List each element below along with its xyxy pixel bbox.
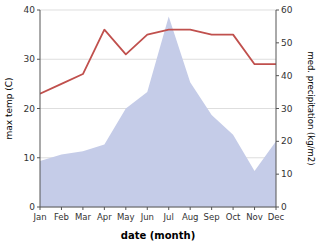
x-axis-line xyxy=(40,207,276,208)
y-tick-label: 40 xyxy=(24,5,36,15)
x-tick xyxy=(125,207,126,210)
x-tick-label: Dec xyxy=(268,212,285,222)
x-tick xyxy=(104,207,105,210)
grid-line xyxy=(40,207,276,208)
y-tick xyxy=(37,157,40,158)
x-tick xyxy=(40,207,41,210)
y-tick-label: 0 xyxy=(29,202,35,212)
y2-tick-label: 60 xyxy=(281,5,293,15)
x-tick-label: Jul xyxy=(163,212,174,222)
y-tick xyxy=(37,59,40,60)
x-axis-label: date (month) xyxy=(121,230,195,241)
grid-line xyxy=(40,10,276,11)
x-tick xyxy=(254,207,255,210)
y-tick xyxy=(37,10,40,11)
y2-tick xyxy=(276,42,279,43)
x-tick xyxy=(61,207,62,210)
x-tick xyxy=(211,207,212,210)
x-tick-label: Aug xyxy=(182,212,199,222)
x-tick-label: Nov xyxy=(246,212,263,222)
plot-area xyxy=(40,17,276,207)
y2-tick xyxy=(276,75,279,76)
y2-tick-label: 40 xyxy=(281,71,293,81)
y2-tick xyxy=(276,108,279,109)
y2-tick xyxy=(276,174,279,175)
y-tick-label: 10 xyxy=(24,153,36,163)
y2-tick-label: 30 xyxy=(281,104,293,114)
y2-tick-label: 50 xyxy=(281,38,293,48)
x-tick xyxy=(168,207,169,210)
x-tick-label: Oct xyxy=(226,212,241,222)
y2-axis-label: med. precipitation (kg/m2) xyxy=(306,51,316,165)
chart: 0 10 20 30 40 0 10 20 30 40 50 60 Jan Feb Mar Apr May Jun… xyxy=(0,0,318,247)
x-tick-label: Sep xyxy=(204,212,220,222)
x-tick xyxy=(147,207,148,210)
y2-tick-label: 10 xyxy=(281,169,293,179)
x-tick xyxy=(82,207,83,210)
x-tick-label: Jun xyxy=(140,212,154,222)
x-tick-label: Feb xyxy=(54,212,69,222)
x-tick xyxy=(276,207,277,210)
y2-tick xyxy=(276,141,279,142)
x-tick-label: Apr xyxy=(97,212,112,222)
y2-tick-label: 0 xyxy=(281,202,287,212)
x-tick-label: May xyxy=(117,212,135,222)
x-tick-label: Jan xyxy=(32,212,46,222)
y-tick xyxy=(37,108,40,109)
x-tick-label: Mar xyxy=(75,212,92,222)
temperature-line xyxy=(40,30,276,94)
y-tick-label: 30 xyxy=(24,54,36,64)
precipitation-area xyxy=(40,17,276,207)
x-tick xyxy=(233,207,234,210)
y2-tick xyxy=(276,10,279,11)
x-tick xyxy=(190,207,191,210)
y-tick-label: 20 xyxy=(24,104,36,114)
y-axis-label: max temp (C) xyxy=(4,77,14,139)
y2-tick-label: 20 xyxy=(281,136,293,146)
